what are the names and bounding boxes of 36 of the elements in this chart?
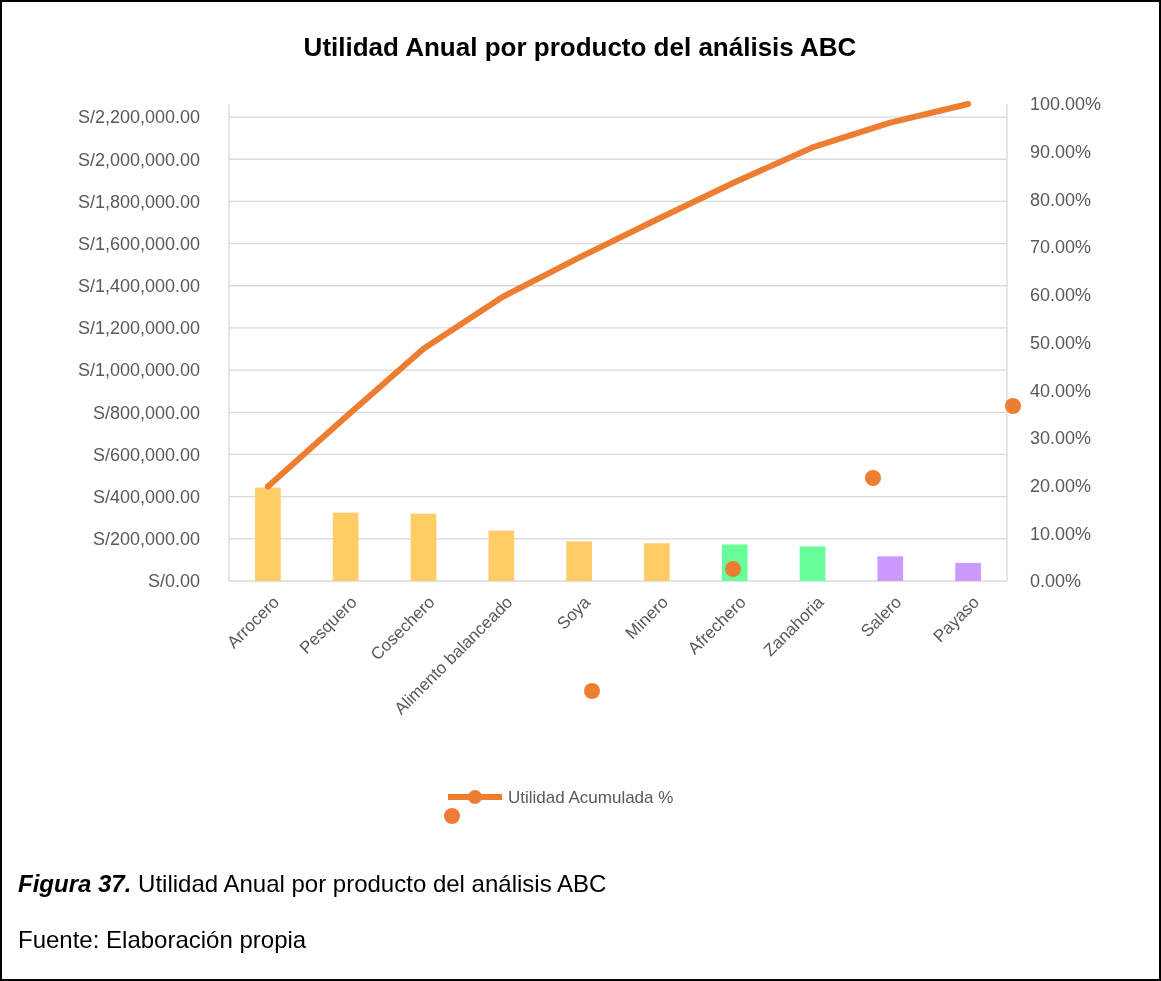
chart-title: Utilidad Anual por producto del análisis ABC	[303, 32, 857, 62]
y-tick-label: S/0.00	[147, 571, 200, 592]
y2-tick-label: 60.00%	[1030, 285, 1092, 306]
y-tick-label: S/400,000.00	[92, 486, 200, 507]
y-tick-label: S/2,200,000.00	[77, 107, 200, 128]
y2-tick-label: 20.00%	[1030, 475, 1092, 496]
bar	[955, 562, 981, 581]
bar	[488, 530, 515, 581]
y2-tick-label: 80.00%	[1030, 189, 1092, 210]
y-tick-label: S/600,000.00	[92, 444, 200, 465]
y-tick-label: S/1,600,000.00	[77, 233, 200, 254]
y-tick-label: S/1,800,000.00	[77, 191, 200, 212]
y2-tick-label: 100.00%	[1030, 94, 1102, 115]
bar	[566, 541, 592, 581]
y-tick-label: S/1,200,000.00	[77, 318, 200, 339]
bar	[255, 487, 281, 581]
bar	[410, 513, 437, 581]
y2-tick-label: 10.00%	[1030, 523, 1092, 544]
y-tick-label: S/1,400,000.00	[77, 276, 200, 297]
legend-label: Utilidad Acumulada %	[508, 787, 674, 807]
bar	[877, 556, 904, 581]
bar	[332, 512, 359, 581]
bar	[799, 546, 826, 581]
bar	[644, 543, 670, 581]
y-tick-label: S/1,000,000.00	[77, 360, 200, 381]
y2-tick-label: 70.00%	[1030, 237, 1092, 258]
y-tick-label: S/2,000,000.00	[77, 149, 200, 170]
y2-tick-label: 0.00%	[1030, 571, 1082, 592]
source-note: Fuente: Elaboración propia	[18, 926, 307, 953]
y-tick-label: S/800,000.00	[92, 402, 200, 423]
y-tick-label: S/200,000.00	[92, 529, 200, 550]
text: Figura 37. Utilidad Anual por producto del análisis ABC	[18, 870, 607, 897]
y2-tick-label: 90.00%	[1030, 142, 1092, 162]
y2-tick-label: 40.00%	[1030, 380, 1092, 401]
y2-tick-label: 30.00%	[1030, 428, 1092, 449]
y2-tick-label: 50.00%	[1030, 332, 1092, 353]
